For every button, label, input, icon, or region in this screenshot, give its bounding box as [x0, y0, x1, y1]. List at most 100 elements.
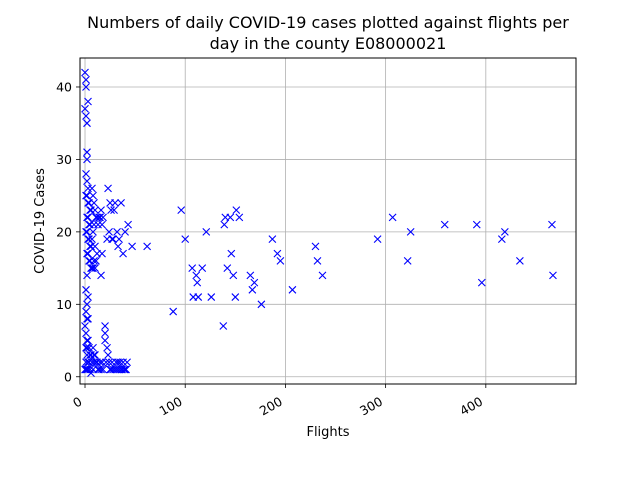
data-point: [89, 343, 97, 352]
data-point: [515, 256, 524, 265]
data-point: [194, 293, 203, 301]
data-point: [83, 249, 91, 258]
data-point: [103, 343, 111, 352]
data-point: [114, 242, 122, 251]
data-point: [500, 227, 509, 236]
data-point: [101, 336, 109, 345]
chart-title-line-1: Numbers of daily COVID-19 cases plotted …: [87, 13, 569, 32]
data-point: [83, 155, 91, 164]
data-point: [403, 256, 412, 265]
data-point: [120, 365, 128, 374]
data-point: [88, 358, 96, 367]
data-point: [81, 365, 89, 374]
data-point: [82, 358, 90, 367]
data-point: [83, 177, 91, 186]
data-point: [84, 314, 92, 323]
data-point: [188, 264, 197, 272]
data-point: [406, 227, 415, 236]
data-point: [169, 307, 178, 316]
data-point: [82, 75, 90, 84]
data-point: [88, 184, 96, 193]
data-point: [86, 256, 94, 265]
data-point: [110, 206, 118, 215]
data-point: [83, 191, 91, 200]
data-point: [84, 97, 92, 106]
data-point: [98, 249, 106, 258]
data-point: [88, 264, 96, 272]
data-point: [83, 300, 91, 309]
y-axis-label: COVID-19 Cases: [33, 168, 48, 274]
data-point: [81, 322, 89, 330]
data-point: [85, 235, 93, 243]
data-point: [388, 213, 397, 222]
data-point: [121, 365, 129, 374]
data-point: [90, 351, 98, 359]
data-point: [231, 293, 240, 301]
data-point: [124, 220, 132, 229]
data-point: [198, 264, 207, 272]
data-point: [91, 264, 99, 272]
data-point: [273, 249, 282, 258]
data-point: [82, 307, 90, 316]
data-point: [99, 365, 107, 374]
data-point: [97, 206, 105, 215]
data-point: [115, 235, 123, 243]
y-tick-label: 0: [64, 369, 72, 384]
data-point: [82, 285, 90, 294]
data-point: [102, 358, 110, 367]
data-point: [82, 170, 90, 178]
data-points: [81, 68, 557, 378]
data-point: [93, 213, 101, 222]
data-point: [82, 227, 90, 236]
data-point: [83, 351, 91, 359]
data-point: [101, 329, 109, 338]
data-point: [549, 271, 557, 280]
data-point: [235, 213, 244, 222]
data-point: [82, 329, 90, 338]
x-tick-label: 400: [457, 394, 485, 419]
data-point: [82, 191, 90, 200]
data-point: [81, 68, 89, 77]
data-point: [477, 278, 486, 287]
data-point: [232, 206, 241, 215]
data-point: [90, 220, 98, 229]
plot-frame: [79, 57, 577, 385]
data-point: [83, 271, 91, 280]
y-tick-label: 40: [56, 79, 72, 94]
data-point: [90, 199, 98, 207]
x-axis-label: Flights: [306, 425, 349, 440]
data-point: [223, 264, 232, 272]
data-point: [103, 235, 111, 243]
data-point: [373, 235, 382, 243]
y-tick-label: 20: [56, 224, 72, 239]
data-point: [89, 191, 97, 200]
data-point: [83, 314, 91, 323]
data-point: [101, 322, 109, 330]
data-point: [97, 271, 105, 280]
data-point: [99, 213, 107, 222]
data-point: [318, 271, 327, 280]
data-point: [83, 336, 91, 345]
data-point: [276, 256, 285, 265]
data-point: [84, 199, 92, 207]
data-point: [202, 227, 211, 236]
data-point: [82, 112, 90, 120]
data-point: [117, 199, 125, 207]
data-point: [91, 242, 99, 251]
data-point: [94, 220, 102, 229]
data-point: [193, 278, 202, 287]
y-tick-label: 10: [56, 297, 72, 312]
data-point: [96, 358, 104, 367]
data-point: [105, 358, 113, 367]
data-point: [98, 220, 106, 229]
chart-title-line-2: day in the county E08000021: [210, 34, 447, 53]
data-point: [90, 256, 98, 265]
data-point: [111, 199, 119, 207]
data-point: [87, 206, 95, 215]
x-tick-label: 300: [357, 394, 385, 419]
data-point: [89, 365, 97, 374]
data-point: [246, 271, 255, 280]
data-point: [86, 220, 94, 229]
data-point: [220, 220, 229, 229]
